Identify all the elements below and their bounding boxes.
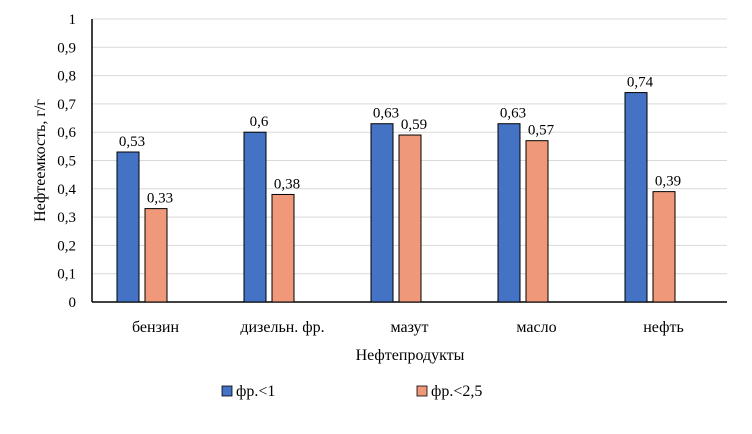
y-tick-label: 1 (69, 12, 77, 28)
y-tick-label: 0,5 (57, 154, 76, 170)
bar (271, 193, 295, 303)
y-tick-label: 0,8 (57, 69, 76, 85)
bar (525, 140, 549, 303)
x-tick-label: дизельн. фр. (240, 319, 324, 336)
data-label: 0,6 (250, 114, 269, 130)
y-axis-title: Нефтеемкость, г/г (32, 99, 49, 222)
y-tick-label: 0,6 (57, 125, 76, 141)
data-label: 0,33 (147, 191, 173, 207)
y-tick-label: 0,1 (57, 267, 76, 283)
data-label: 0,59 (401, 117, 427, 133)
data-label: 0,38 (274, 176, 300, 192)
x-tick-label: нефть (643, 319, 684, 336)
data-label: 0,63 (373, 106, 399, 122)
bar (497, 123, 521, 303)
x-tick-label: мазут (390, 319, 428, 336)
data-label: 0,74 (627, 75, 654, 91)
y-tick-label: 0,2 (57, 238, 76, 254)
x-tick-label: бензин (132, 319, 179, 336)
bar (624, 92, 648, 303)
bar (652, 191, 676, 303)
legend-swatch (416, 385, 428, 397)
data-label: 0,53 (119, 134, 145, 150)
x-axis-title: Нефтепродукты (356, 347, 465, 364)
bar (144, 208, 168, 303)
legend-swatch (221, 385, 233, 397)
bar (243, 131, 267, 303)
legend-label: фр.<2,5 (431, 383, 482, 400)
y-tick-label: 0,7 (57, 97, 76, 113)
bar (116, 151, 140, 303)
data-label: 0,63 (500, 106, 526, 122)
data-label: 0,57 (528, 123, 555, 139)
legend-label: фр.<1 (236, 383, 275, 400)
y-tick-label: 0,9 (57, 40, 76, 56)
y-tick-label: 0,3 (57, 210, 76, 226)
bar (398, 134, 422, 303)
x-tick-label: масло (516, 319, 556, 336)
y-tick-label: 0,4 (57, 182, 76, 198)
data-label: 0,39 (655, 174, 681, 190)
y-tick-label: 0 (69, 295, 77, 311)
bar (370, 123, 394, 303)
